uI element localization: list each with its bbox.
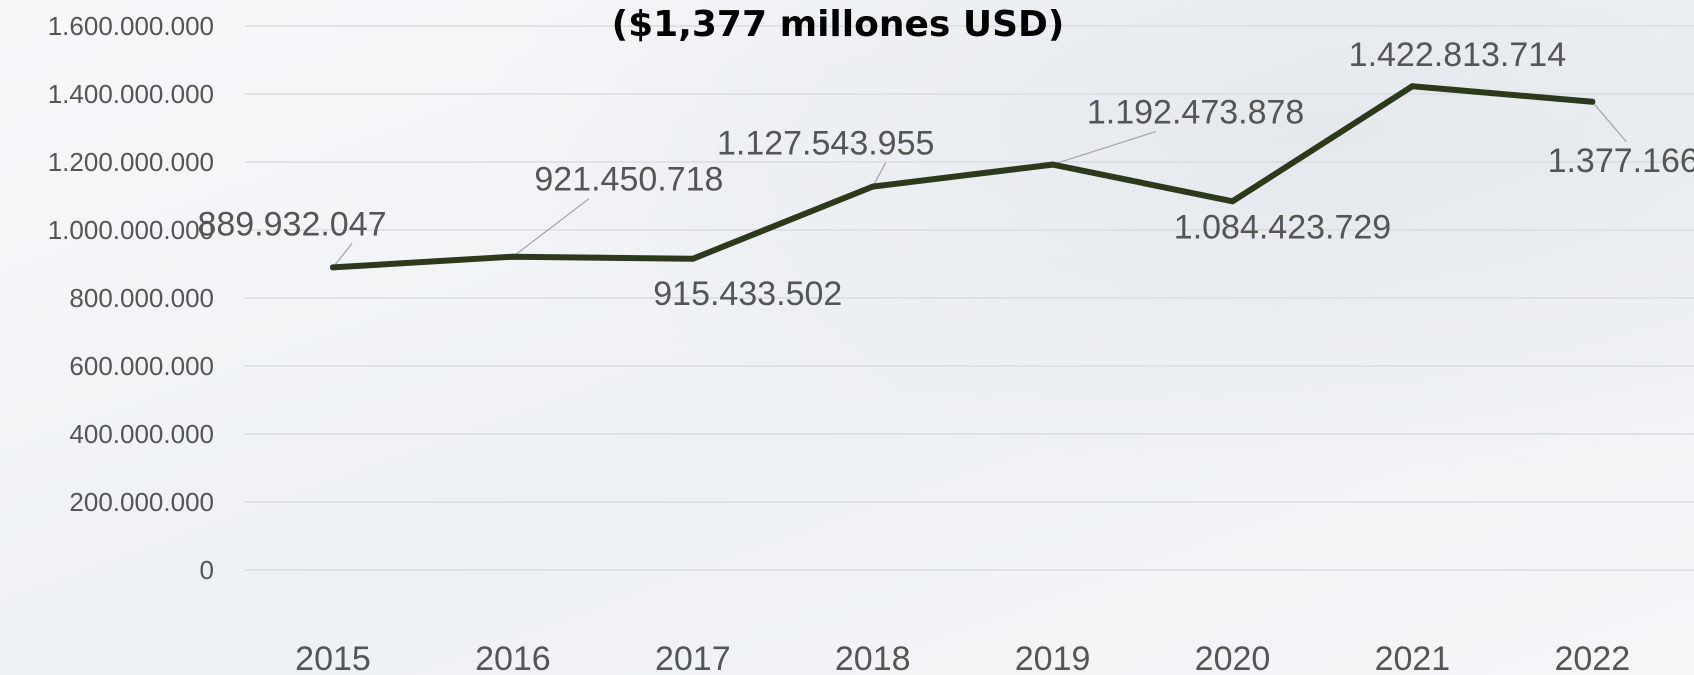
label-leader-line — [1591, 101, 1627, 143]
chart-title: ($1,377 millones USD) — [612, 4, 1065, 45]
data-point — [869, 183, 876, 190]
data-label: 1.422.813.714 — [1349, 36, 1566, 74]
y-tick-label: 1.400.000.000 — [48, 79, 214, 109]
data-label: 889.932.047 — [197, 205, 386, 243]
y-tick-label: 1.600.000.000 — [48, 11, 214, 41]
data-label: 1.192.473.878 — [1087, 94, 1304, 132]
series-line — [330, 83, 1596, 271]
x-tick-label: 2016 — [475, 640, 551, 675]
label-leader-lines — [332, 101, 1627, 268]
x-tick-label: 2021 — [1375, 640, 1451, 675]
series-layer — [330, 83, 1596, 271]
data-point — [509, 253, 516, 260]
x-tick-label: 2019 — [1015, 640, 1091, 675]
x-tick-label: 2018 — [835, 640, 911, 675]
data-label: 1.377.166.025 — [1548, 142, 1694, 180]
label-leader-line — [512, 198, 590, 258]
data-point — [1229, 198, 1236, 205]
y-axis-ticks: 0 200.000.000 400.000.000 600.000.000 800.00… — [48, 11, 214, 585]
y-tick-label: 400.000.000 — [69, 419, 214, 449]
data-label: 915.433.502 — [653, 275, 842, 313]
data-point — [689, 255, 696, 262]
y-tick-label: 1.200.000.000 — [48, 147, 214, 177]
y-tick-label: 1.000.000.000 — [48, 215, 214, 245]
label-leader-line — [1052, 130, 1156, 166]
data-point — [1049, 161, 1056, 168]
x-tick-label: 2017 — [655, 640, 731, 675]
x-tick-label: 2015 — [295, 640, 371, 675]
y-tick-label: 800.000.000 — [69, 283, 214, 313]
y-tick-label: 600.000.000 — [69, 351, 214, 381]
data-label: 1.084.423.729 — [1174, 208, 1391, 246]
data-point — [330, 264, 336, 271]
data-label: 921.450.718 — [534, 161, 723, 199]
data-point — [1409, 83, 1416, 90]
x-tick-label: 2020 — [1195, 640, 1271, 675]
label-leader-line — [872, 162, 887, 187]
gridlines — [245, 25, 1694, 571]
label-leader-line — [332, 243, 353, 268]
data-point — [1589, 98, 1596, 105]
y-tick-label: 0 — [200, 555, 214, 585]
data-label: 1.127.543.955 — [717, 125, 934, 163]
data-labels: 889.932.047 921.450.718 915.433.502 1.127.5… — [197, 36, 1694, 313]
y-tick-label: 200.000.000 — [69, 487, 214, 517]
x-axis-ticks: 2015 2016 2017 2018 2019 2020 2021 2022 — [295, 640, 1630, 675]
x-tick-label: 2022 — [1554, 640, 1630, 675]
